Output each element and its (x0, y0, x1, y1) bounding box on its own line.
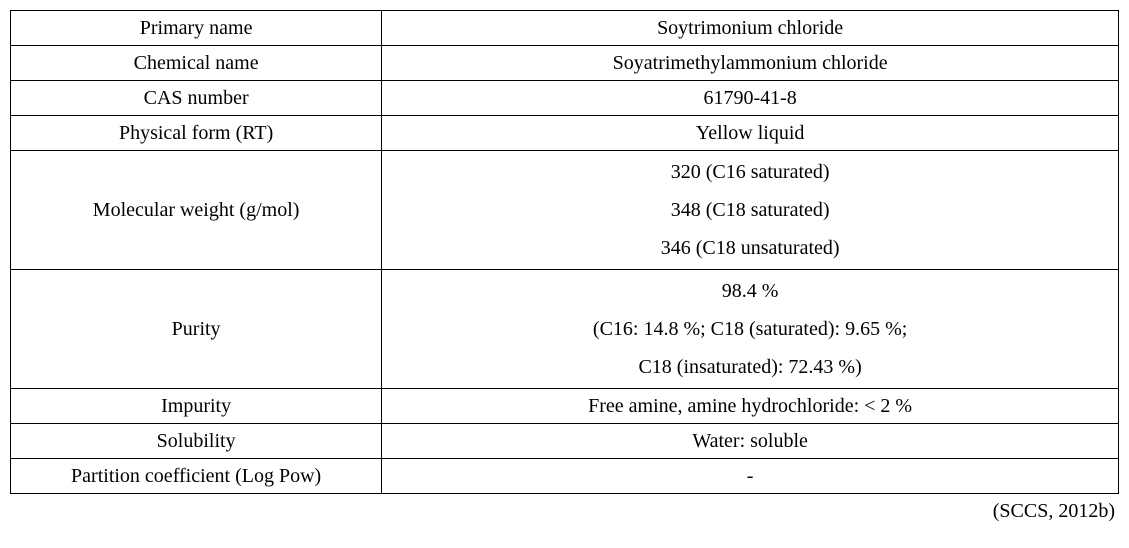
row-label: Purity (11, 270, 382, 389)
row-label: Chemical name (11, 46, 382, 81)
value-line: (C16: 14.8 %; C18 (saturated): 9.65 %; (390, 314, 1110, 344)
table-row: Purity 98.4 % (C16: 14.8 %; C18 (saturat… (11, 270, 1119, 389)
row-label: Partition coefficient (Log Pow) (11, 459, 382, 494)
source-citation: (SCCS, 2012b) (10, 500, 1119, 523)
row-label: Primary name (11, 11, 382, 46)
row-value-multiline: 320 (C16 saturated) 348 (C18 saturated) … (382, 151, 1119, 270)
table-row: Impurity Free amine, amine hydrochloride… (11, 389, 1119, 424)
row-label: Impurity (11, 389, 382, 424)
table-row: Primary name Soytrimonium chloride (11, 11, 1119, 46)
row-label: Physical form (RT) (11, 116, 382, 151)
row-label: CAS number (11, 81, 382, 116)
row-value: Free amine, amine hydrochloride: < 2 % (382, 389, 1119, 424)
row-label: Solubility (11, 424, 382, 459)
value-line: 346 (C18 unsaturated) (390, 233, 1110, 263)
row-value: Water: soluble (382, 424, 1119, 459)
value-line: 320 (C16 saturated) (390, 157, 1110, 187)
properties-table: Primary name Soytrimonium chloride Chemi… (10, 10, 1119, 494)
row-value-multiline: 98.4 % (C16: 14.8 %; C18 (saturated): 9.… (382, 270, 1119, 389)
table-row: Partition coefficient (Log Pow) - (11, 459, 1119, 494)
row-label: Molecular weight (g/mol) (11, 151, 382, 270)
row-value: - (382, 459, 1119, 494)
table-row: CAS number 61790-41-8 (11, 81, 1119, 116)
table-row: Chemical name Soyatrimethylammonium chlo… (11, 46, 1119, 81)
row-value: Soytrimonium chloride (382, 11, 1119, 46)
table-row: Molecular weight (g/mol) 320 (C16 satura… (11, 151, 1119, 270)
value-line: 98.4 % (390, 276, 1110, 306)
value-line: C18 (insaturated): 72.43 %) (390, 352, 1110, 382)
row-value: Yellow liquid (382, 116, 1119, 151)
table-row: Physical form (RT) Yellow liquid (11, 116, 1119, 151)
properties-table-container: Primary name Soytrimonium chloride Chemi… (10, 10, 1119, 523)
value-line: 348 (C18 saturated) (390, 195, 1110, 225)
row-value: 61790-41-8 (382, 81, 1119, 116)
row-value: Soyatrimethylammonium chloride (382, 46, 1119, 81)
table-row: Solubility Water: soluble (11, 424, 1119, 459)
